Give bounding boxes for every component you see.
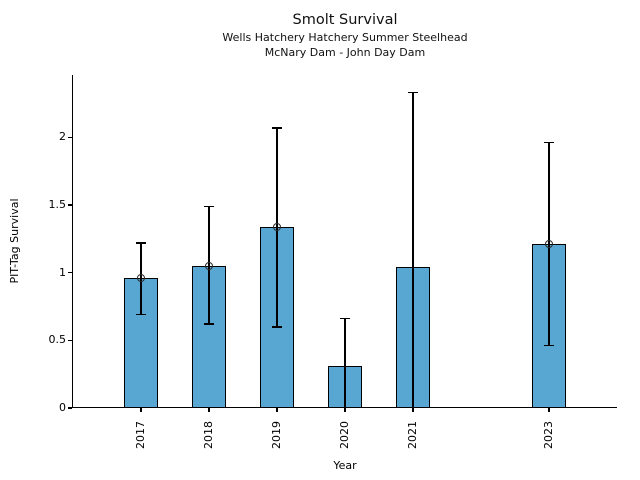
x-axis-tick-label: 2019	[270, 421, 283, 449]
x-axis-tick	[548, 408, 550, 412]
x-axis-title: Year	[333, 459, 357, 472]
error-cap-bottom-2019	[272, 326, 282, 328]
y-axis-tick-label: 0.5	[48, 333, 67, 347]
y-axis-tick	[68, 407, 72, 409]
error-cap-top-2018	[204, 205, 214, 208]
x-axis-tick-label: 2017	[134, 421, 147, 449]
y-axis-title: PIT-Tag Survival	[8, 198, 21, 284]
error-cap-bottom-2023	[544, 344, 554, 347]
error-cap-bottom-2017	[136, 313, 146, 316]
error-cap-top-2021	[408, 91, 418, 94]
error-bar-2020	[344, 318, 346, 408]
chart-title: Smolt Survival	[292, 12, 398, 28]
y-axis-tick	[68, 272, 72, 274]
y-axis-tick-label: 0	[59, 401, 66, 414]
y-axis-tick	[68, 136, 72, 138]
x-axis-tick	[344, 408, 346, 412]
chart-subtitle-line1: Wells Hatchery Hatchery Summer Steelhead	[222, 31, 468, 44]
point-marker-2023	[545, 240, 553, 249]
y-axis-tick-label: 2	[59, 130, 66, 144]
point-marker-2018	[205, 261, 213, 270]
x-axis-tick-label: 2021	[406, 421, 419, 449]
error-cap-bottom-2018	[204, 323, 214, 325]
error-bar-2021	[412, 92, 414, 408]
point-marker-2019	[273, 222, 281, 231]
point-marker-2017	[137, 274, 145, 283]
x-axis-tick-label: 2020	[338, 421, 351, 449]
error-cap-top-2017	[136, 242, 146, 244]
x-axis-tick-label: 2023	[542, 421, 555, 449]
error-cap-top-2023	[544, 141, 554, 144]
y-axis-tick	[68, 204, 72, 206]
chart-subtitle-line2: McNary Dam - John Day Dam	[264, 46, 426, 59]
x-axis-tick	[276, 408, 278, 412]
y-axis-tick	[68, 339, 72, 341]
y-axis-tick-label: 1.5	[48, 197, 67, 211]
x-axis-tick	[140, 408, 142, 412]
error-cap-top-2020	[340, 317, 350, 320]
x-axis-tick	[208, 408, 210, 412]
y-axis-tick-label: 1	[59, 265, 66, 279]
x-axis-tick	[412, 408, 414, 412]
x-axis-tick-label: 2018	[202, 421, 215, 449]
error-cap-top-2019	[272, 127, 282, 129]
